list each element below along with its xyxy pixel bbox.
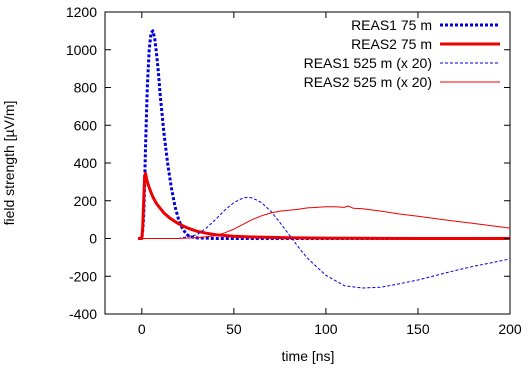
y-tick-label: 0 bbox=[89, 231, 97, 247]
x-tick-label: 200 bbox=[498, 321, 522, 337]
x-tick-label: 50 bbox=[226, 321, 242, 337]
legend-label-4: REAS2 525 m (x 20) bbox=[304, 74, 432, 90]
axis-layer: 0 50 100 150 200 -400 -200 0 200 400 600 800 1000 120… bbox=[66, 4, 522, 337]
series-layer bbox=[138, 29, 511, 289]
y-tick-label: 600 bbox=[74, 117, 98, 133]
y-tick-label: 200 bbox=[74, 193, 98, 209]
x-axis-label: time [ns] bbox=[282, 348, 335, 364]
x-tick-label: 0 bbox=[138, 321, 146, 337]
y-axis-label: field strength [µV/m] bbox=[1, 101, 17, 226]
y-tick-label: 1200 bbox=[66, 4, 97, 20]
x-tick-label: 150 bbox=[406, 321, 430, 337]
y-tick-label: 1000 bbox=[66, 42, 97, 58]
legend-label-3: REAS1 525 m (x 20) bbox=[304, 55, 432, 71]
series-line-4 bbox=[138, 205, 511, 239]
legend-label-2: REAS2 75 m bbox=[351, 36, 432, 52]
y-tick-label: 400 bbox=[74, 155, 98, 171]
series-line-1 bbox=[138, 29, 510, 240]
legend-label-1: REAS1 75 m bbox=[351, 17, 432, 33]
x-tick-label: 100 bbox=[314, 321, 338, 337]
series-line-2 bbox=[138, 171, 510, 240]
y-tick-label: 800 bbox=[74, 80, 98, 96]
y-tick-label: -200 bbox=[69, 268, 97, 284]
series-line-3 bbox=[138, 196, 511, 289]
y-tick-label: -400 bbox=[69, 306, 97, 322]
legend: REAS1 75 m REAS2 75 m REAS1 525 m (x 20) RE… bbox=[304, 17, 500, 90]
